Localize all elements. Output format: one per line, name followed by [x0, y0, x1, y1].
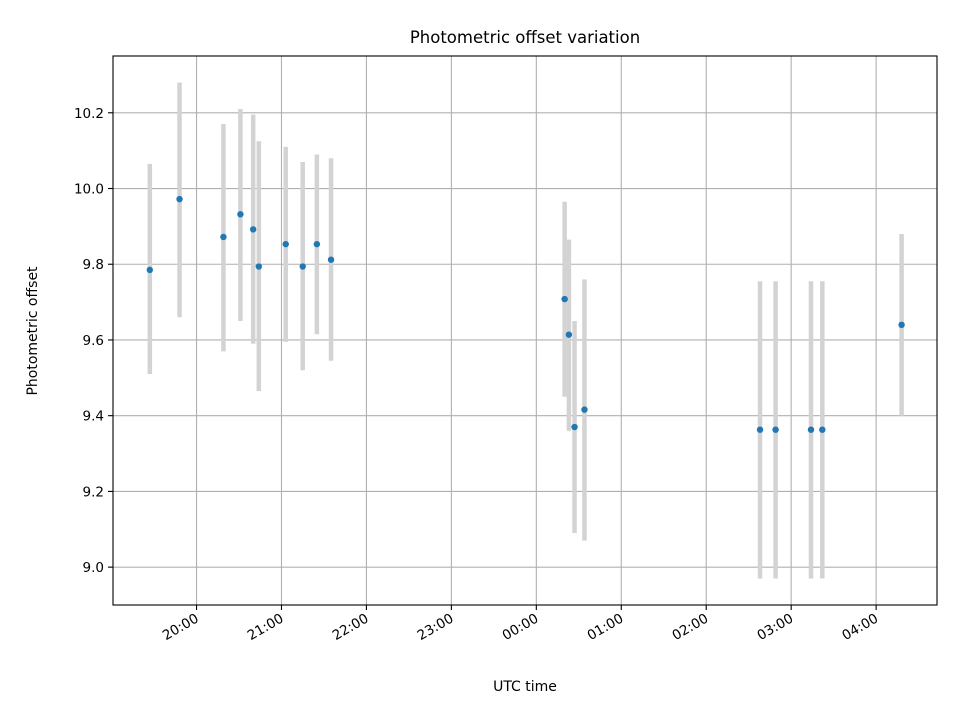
y-tick-label: 9.8 — [83, 257, 104, 273]
y-tick-label: 9.0 — [83, 560, 104, 576]
x-tick-label: 03:00 — [754, 611, 796, 644]
y-axis-label: Photometric offset — [25, 266, 41, 396]
y-tick-label: 10.2 — [74, 106, 104, 122]
data-points — [146, 195, 905, 433]
x-tick-label: 01:00 — [585, 611, 627, 644]
data-point — [220, 233, 227, 241]
data-point — [819, 426, 826, 433]
data-point — [581, 406, 588, 413]
y-tick-label: 9.2 — [83, 484, 104, 500]
data-point — [313, 240, 321, 248]
y-tick-label: 9.4 — [83, 409, 104, 425]
data-point — [146, 266, 154, 274]
x-tick-label: 23:00 — [415, 611, 457, 644]
data-point — [565, 331, 573, 338]
x-tick-label: 21:00 — [245, 611, 287, 644]
chart-title: Photometric offset variation — [410, 28, 640, 47]
data-point — [561, 295, 568, 303]
data-point — [898, 321, 905, 329]
data-point — [756, 426, 764, 433]
x-tick-label: 02:00 — [670, 611, 712, 644]
x-tick-label: 00:00 — [500, 611, 542, 644]
data-point — [571, 423, 578, 431]
data-point — [299, 263, 306, 270]
x-tick-label: 22:00 — [330, 611, 372, 644]
x-axis-label: UTC time — [493, 679, 557, 695]
data-point — [237, 211, 244, 218]
data-point — [282, 240, 289, 248]
data-point — [772, 426, 779, 433]
x-axis-ticks: 20:00 21:00 22:00 23:00 00:00 01:00 02:00 03:00… — [160, 605, 881, 644]
x-tick-label: 20:00 — [160, 611, 202, 644]
y-tick-label: 10.0 — [74, 182, 104, 198]
y-tick-label: 9.6 — [83, 333, 104, 349]
y-axis-ticks: 9.0 9.2 9.4 9.6 9.8 10.0 10.2 — [74, 106, 113, 576]
data-point — [255, 263, 263, 270]
error-bars — [147, 82, 904, 579]
data-point — [249, 226, 257, 233]
x-tick-label: 04:00 — [839, 611, 881, 644]
plot-frame — [112, 55, 938, 606]
data-point — [327, 256, 335, 263]
grid — [113, 56, 937, 605]
data-point — [807, 426, 815, 433]
data-point — [176, 195, 183, 203]
